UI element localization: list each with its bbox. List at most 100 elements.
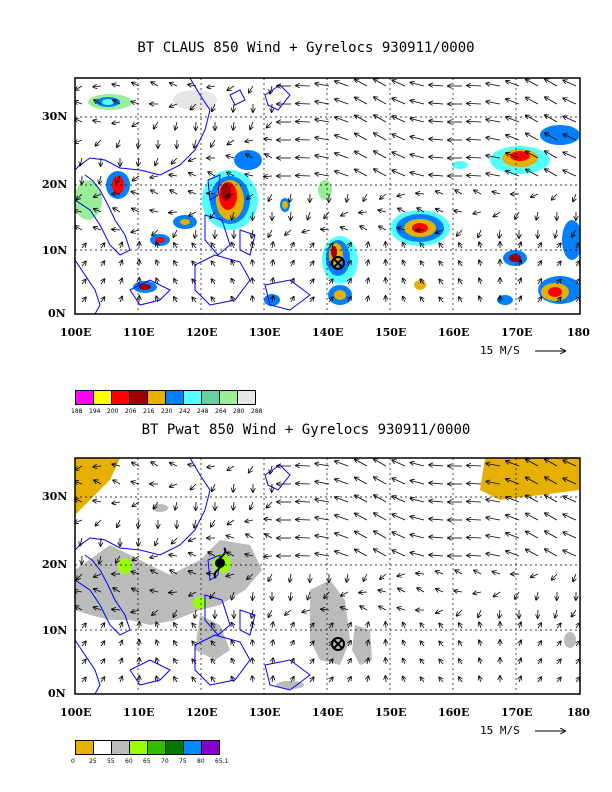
panel1-colorbar-swatch	[237, 390, 256, 405]
wind-vector	[538, 297, 541, 303]
wind-vector	[347, 573, 349, 582]
wind-vector	[380, 573, 387, 579]
wind-vector	[227, 552, 235, 557]
wind-vector	[335, 497, 349, 503]
wind-vector	[429, 103, 444, 104]
wind-vector	[291, 279, 294, 285]
wind-vector	[285, 609, 292, 615]
panel2-lon-130e: 130E	[249, 706, 281, 719]
wind-vector	[132, 555, 140, 561]
panel1-colorbar-swatch	[75, 390, 94, 405]
panel1-lon-110e: 110E	[123, 326, 155, 339]
wind-vector	[429, 85, 444, 86]
panel1-wind-vectors	[75, 79, 579, 303]
wind-vector	[335, 479, 349, 485]
wind-vector	[429, 537, 444, 538]
wind-vector	[538, 261, 541, 267]
wind-vector	[152, 229, 159, 235]
wind-vector	[429, 483, 444, 484]
wind-vector	[75, 119, 83, 122]
wind-vector	[486, 536, 501, 539]
wind-vector	[392, 514, 406, 521]
wind-vector	[296, 140, 311, 141]
wind-vector	[296, 538, 311, 539]
wind-vector	[290, 573, 291, 582]
wind-vector	[552, 193, 558, 200]
wind-vector	[374, 133, 387, 141]
wind-vector	[120, 296, 122, 303]
panel2-wind-vectors	[75, 459, 579, 683]
wind-vector	[494, 211, 501, 217]
wind-vector	[506, 99, 520, 105]
wind-vector	[545, 97, 558, 105]
panel1-lon-160e: 160E	[438, 326, 470, 339]
wind-vector	[82, 677, 86, 683]
wind-vector	[112, 84, 121, 86]
wind-vector	[403, 623, 405, 629]
wind-vector	[410, 553, 425, 557]
wind-vector	[526, 477, 539, 485]
wind-vector	[113, 480, 121, 485]
wind-vector	[385, 658, 386, 665]
wind-vector	[112, 122, 121, 123]
wind-vector	[296, 484, 311, 485]
panel2-colorbar-tick-label: 75	[179, 758, 187, 765]
wind-vector	[557, 243, 561, 249]
wind-vector	[410, 83, 425, 87]
panel1-colorbar-tick-label: 200	[107, 408, 119, 415]
wind-vector	[403, 279, 405, 285]
wind-vector	[227, 139, 235, 145]
wind-vector	[467, 465, 482, 466]
wind-vector	[392, 116, 406, 123]
wind-vector	[310, 243, 314, 249]
wind-vector	[310, 261, 314, 267]
wind-vector	[233, 501, 234, 510]
wind-vector	[296, 520, 311, 521]
wind-vector	[131, 610, 140, 612]
panel1-colorbar-tick-label: 230	[161, 408, 173, 415]
wind-vector	[506, 117, 520, 123]
wind-vector	[459, 623, 462, 629]
wind-vector	[252, 676, 253, 683]
panel1-colorbar-tick-label: 288	[251, 408, 263, 415]
wind-vector	[75, 226, 83, 231]
wind-vector	[398, 588, 406, 593]
wind-vector	[526, 115, 539, 123]
wind-vector	[233, 121, 234, 130]
wind-vector	[94, 209, 102, 212]
wind-vector	[231, 623, 234, 629]
wind-vector	[245, 140, 254, 142]
wind-vector	[348, 623, 351, 629]
wind-vector	[211, 139, 216, 147]
wind-vector	[113, 588, 121, 593]
wind-vector	[265, 534, 273, 539]
wind-vector	[486, 482, 501, 485]
wind-vector	[374, 495, 387, 503]
wind-vector	[403, 659, 405, 665]
wind-vector	[573, 193, 576, 201]
wind-vector	[270, 465, 272, 474]
wind-vector	[156, 242, 158, 249]
panel2-colorbar-tick-label: 80	[197, 758, 205, 765]
wind-vector	[457, 229, 463, 236]
wind-vector	[156, 658, 158, 665]
wind-vector	[506, 515, 520, 521]
wind-vector	[348, 641, 351, 647]
wind-vector	[538, 243, 541, 249]
panel1-colorbar-swatch	[165, 390, 184, 405]
wind-vector	[563, 460, 577, 467]
wind-vector	[207, 466, 216, 467]
wind-vector	[249, 85, 254, 93]
wind-vector	[403, 641, 405, 647]
wind-vector	[416, 573, 425, 574]
wind-vector	[486, 174, 501, 177]
wind-vector	[231, 279, 234, 285]
wind-vector	[545, 79, 558, 87]
wind-vector	[420, 677, 424, 683]
wind-vector	[232, 211, 235, 220]
wind-vector	[341, 211, 349, 216]
wind-vector	[563, 98, 577, 105]
wind-vector	[302, 230, 311, 232]
wind-vector	[267, 121, 273, 128]
wind-vector	[267, 501, 273, 508]
